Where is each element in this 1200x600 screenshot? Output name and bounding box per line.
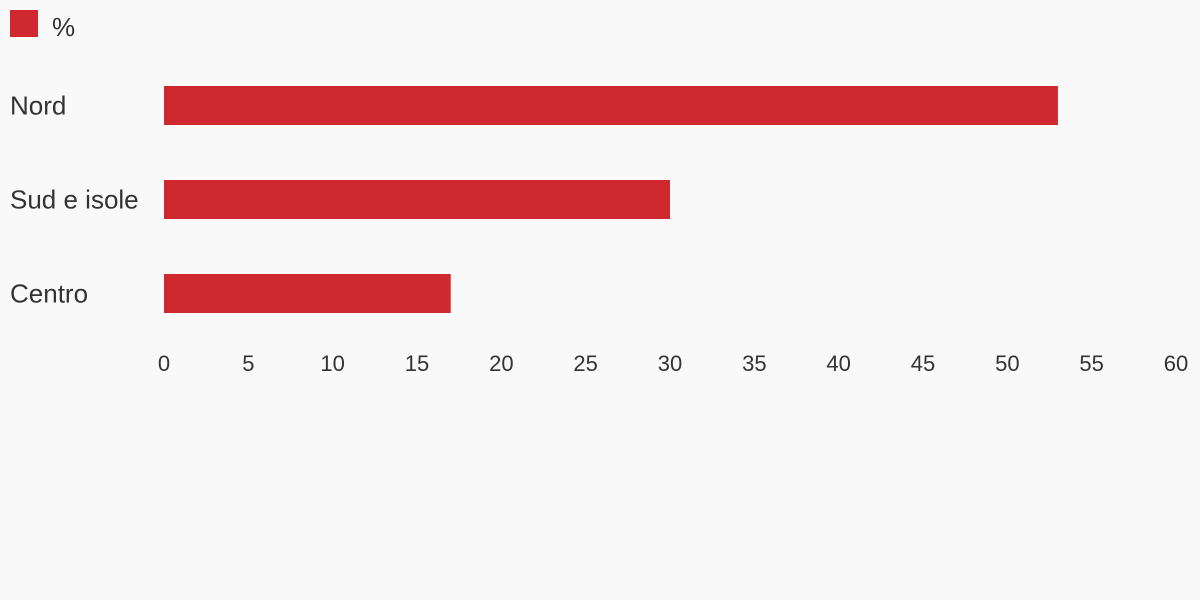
category-label-centro: Centro [10,279,88,309]
category-label-nord: Nord [10,91,66,121]
bars [164,86,1058,313]
x-tick-label-0: 0 [158,351,170,376]
bar-nord [164,86,1058,125]
x-tick-label-15: 15 [405,351,429,376]
x-axis-ticks: 0 5 10 15 20 25 30 35 40 45 50 55 60 [158,351,1188,376]
x-tick-label-50: 50 [995,351,1019,376]
x-tick-label-60: 60 [1164,351,1188,376]
category-labels: Nord Sud e isole Centro [10,91,139,309]
x-tick-label-40: 40 [826,351,850,376]
legend-swatch [10,10,38,37]
x-tick-label-25: 25 [573,351,597,376]
bar-centro [164,274,451,313]
x-tick-label-10: 10 [320,351,344,376]
category-label-sud-e-isole: Sud e isole [10,185,139,215]
x-tick-label-35: 35 [742,351,766,376]
x-tick-label-55: 55 [1079,351,1103,376]
legend-label-percent: % [52,12,75,42]
legend: % [10,10,75,42]
x-tick-label-5: 5 [242,351,254,376]
x-tick-label-45: 45 [911,351,935,376]
bar-sud-e-isole [164,180,670,219]
x-tick-label-30: 30 [658,351,682,376]
x-tick-label-20: 20 [489,351,513,376]
